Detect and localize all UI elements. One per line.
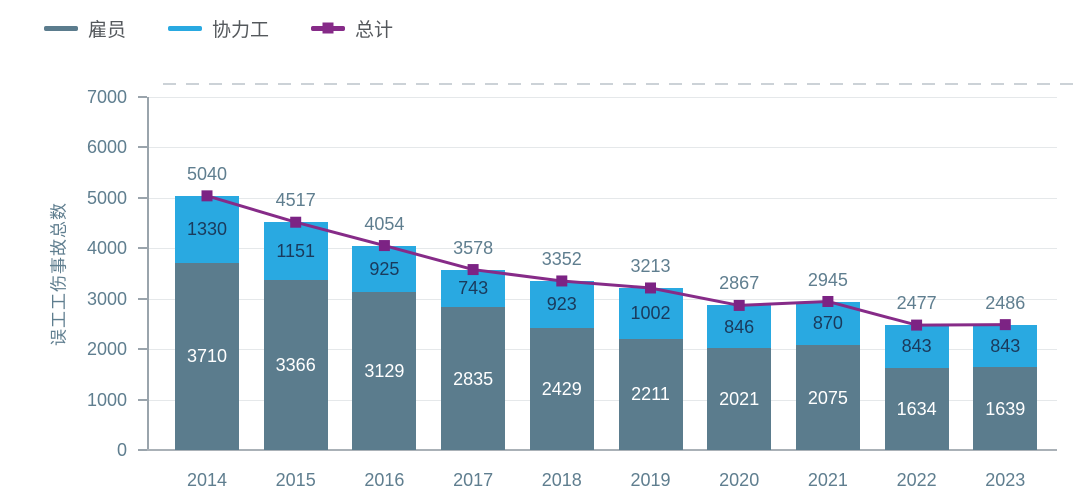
y-tick-mark-6000 [138,146,147,149]
plot-area: 3710 1330 5040 3366 1151 4517 3129 925 4054 2835 7… [138,96,1057,451]
bar-employee-value-2015: 3366 [275,355,316,376]
legend-item-employee: 雇员 [44,16,127,41]
legend-contractor-line-icon [168,25,203,31]
y-tick-mark-4000 [138,247,147,250]
bar-employee-2022: 1634 [884,367,949,450]
bar-employee-value-2023: 1639 [985,398,1026,419]
legend-label-total: 总计 [355,19,394,41]
bar-employee-value-2020: 2021 [719,389,760,410]
bar-employee-2014: 3710 [175,262,239,450]
bar-employee-value-2016: 3129 [364,361,405,382]
y-tick-label-1000: 1000 [86,389,127,410]
y-tick-label-4000: 4000 [86,238,127,259]
y-tick-mark-0 [138,449,147,451]
y-tick-mark-7000 [138,96,147,98]
bar-contractor-value-2019: 1002 [630,303,671,324]
bar-contractor-value-2018: 923 [546,294,577,315]
legend-employee-line-icon [44,25,78,31]
x-tick-label-2021: 2021 [807,470,848,490]
total-label-2023: 2486 [985,292,1026,313]
y-tick-label-5000: 5000 [86,187,127,208]
bar-contractor-2023: 843 [973,324,1038,368]
bar-contractor-2022: 843 [884,325,949,368]
y-axis-tick-labels: 0 1000 2000 3000 4000 5000 6000 7000 [0,87,127,460]
bar-employee-2017: 2835 [441,307,506,450]
bar-contractor-2014: 1330 [175,195,239,263]
x-tick-label-2015: 2015 [275,470,316,490]
y-axis-line [147,97,149,450]
gridline-2000 [147,349,1057,351]
total-label-2016: 4054 [364,213,405,234]
y-tick-mark-1000 [138,398,147,401]
y-tick-label-6000: 6000 [86,137,127,158]
bar-contractor-value-2020: 846 [724,316,755,337]
bar-contractor-2016: 925 [352,245,417,293]
bar-employee-value-2018: 2429 [541,378,582,399]
y-tick-label-7000: 7000 [86,87,127,107]
bar-contractor-value-2015: 1151 [276,241,316,262]
bar-contractor-value-2017: 743 [458,278,489,299]
bar-employee-2018: 2429 [529,327,594,450]
x-tick-label-2018: 2018 [541,470,582,490]
y-tick-mark-3000 [138,297,147,300]
bar-contractor-value-2021: 870 [812,313,843,334]
y-tick-label-2000: 2000 [86,339,127,360]
y-tick-mark-5000 [138,196,147,199]
bar-contractor-2019: 1002 [618,288,683,339]
total-label-2019: 3213 [630,255,671,276]
gridline-6000 [147,147,1057,149]
x-tick-label-2022: 2022 [896,470,937,490]
bar-contractor-2018: 923 [529,280,594,328]
bar-contractor-value-2016: 925 [369,258,400,279]
y-tick-label-0: 0 [116,440,127,460]
bar-employee-2016: 3129 [352,292,417,450]
bar-employee-value-2021: 2075 [807,387,848,408]
x-tick-label-2017: 2017 [453,470,494,490]
bar-contractor-value-2022: 843 [901,336,932,357]
legend-item-total: 总计 [311,16,394,41]
gridline-1000 [147,399,1057,401]
bar-employee-2019: 2211 [618,338,683,450]
bar-employee-2015: 3366 [263,280,328,450]
total-label-2021: 2945 [807,269,848,290]
bar-employee-value-2017: 2835 [453,368,494,389]
bar-contractor-2020: 846 [707,305,772,349]
bar-employee-2021: 2075 [795,345,860,450]
bar-contractor-2017: 743 [441,269,506,308]
y-tick-label-3000: 3000 [86,288,127,309]
x-tick-label-2020: 2020 [719,470,760,490]
legend-label-employee: 雇员 [88,19,127,41]
bar-employee-2023: 1639 [973,367,1038,450]
x-tick-label-2019: 2019 [630,470,671,490]
bar-employee-value-2014: 3710 [186,346,228,367]
y-tick-mark-2000 [138,348,147,351]
bar-contractor-value-2014: 1330 [186,219,228,240]
bar-employee-2020: 2021 [707,348,772,450]
gridline-7000 [147,97,1057,98]
bar-contractor-2015: 1151 [263,222,328,281]
legend-total-line-icon [311,22,346,34]
x-axis-tick-labels: 2014 2015 2016 2017 2018 2019 2020 2021 2022 2023 [147,469,1057,491]
total-label-2015: 4517 [275,190,316,211]
x-tick-label-2014: 2014 [186,470,228,490]
total-label-2020: 2867 [719,273,760,294]
x-tick-label-2023: 2023 [985,470,1026,490]
legend-item-contractor: 协力工 [168,16,270,41]
x-tick-label-2016: 2016 [364,470,405,490]
top-dashed-divider [163,83,1076,85]
legend-total-square-icon [322,22,334,34]
x-axis-line [147,449,1057,451]
total-label-2017: 3578 [453,237,494,258]
bar-employee-value-2019: 2211 [631,384,670,405]
bar-contractor-2021: 870 [795,301,860,346]
total-label-2022: 2477 [896,293,937,314]
total-label-2014: 5040 [186,163,228,184]
total-label-2018: 3352 [541,248,582,269]
bar-employee-value-2022: 1634 [896,398,937,419]
legend-label-contractor: 协力工 [212,19,270,41]
chart-legend: 雇员 协力工 总计 [44,16,394,41]
bar-contractor-value-2023: 843 [990,336,1021,357]
